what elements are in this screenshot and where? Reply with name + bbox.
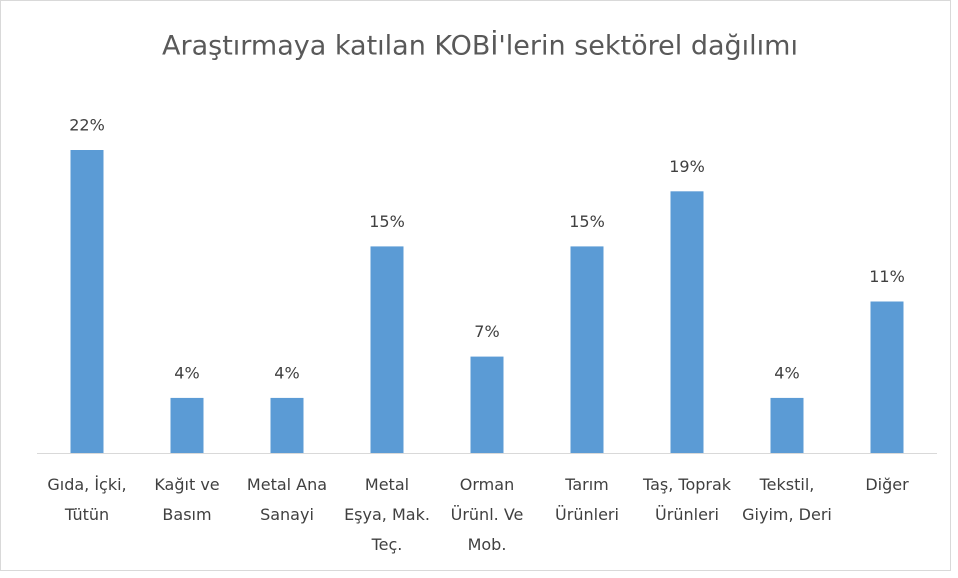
x-tick-label: Tarım Ürünleri: [555, 475, 619, 524]
data-label: 4%: [774, 363, 799, 382]
bar: [870, 301, 904, 453]
data-label: 19%: [669, 157, 705, 176]
data-label: 4%: [274, 363, 299, 382]
data-label: 4%: [174, 363, 199, 382]
x-tick-label: Tekstil, Giyim, Deri: [742, 475, 832, 524]
x-tick-label: Kağıt ve Basım: [154, 475, 220, 524]
bar: [370, 246, 404, 453]
bar: [470, 356, 504, 453]
x-tick-label: Diğer: [865, 475, 909, 494]
bar: [70, 150, 104, 453]
x-tick-label: Orman Ürünl. Ve Mob.: [450, 475, 524, 554]
bar: [270, 397, 304, 453]
data-label: 22%: [69, 116, 105, 135]
x-tick-label: Taş, Toprak Ürünleri: [642, 475, 732, 524]
bar: [770, 397, 804, 453]
bar: [570, 246, 604, 453]
data-label: 11%: [869, 267, 905, 286]
data-label: 15%: [569, 212, 605, 231]
bar: [670, 191, 704, 453]
x-tick-label: Metal Ana Sanayi: [246, 475, 328, 524]
bar: [170, 397, 204, 453]
x-tick-label: Gıda, İçki, Tütün: [47, 475, 127, 524]
data-label: 15%: [369, 212, 405, 231]
data-label: 7%: [474, 322, 499, 341]
chart-title: Araştırmaya katılan KOBİ'lerin sektörel …: [162, 30, 798, 62]
x-tick-label: Metal Eşya, Mak. Teç.: [344, 475, 430, 554]
